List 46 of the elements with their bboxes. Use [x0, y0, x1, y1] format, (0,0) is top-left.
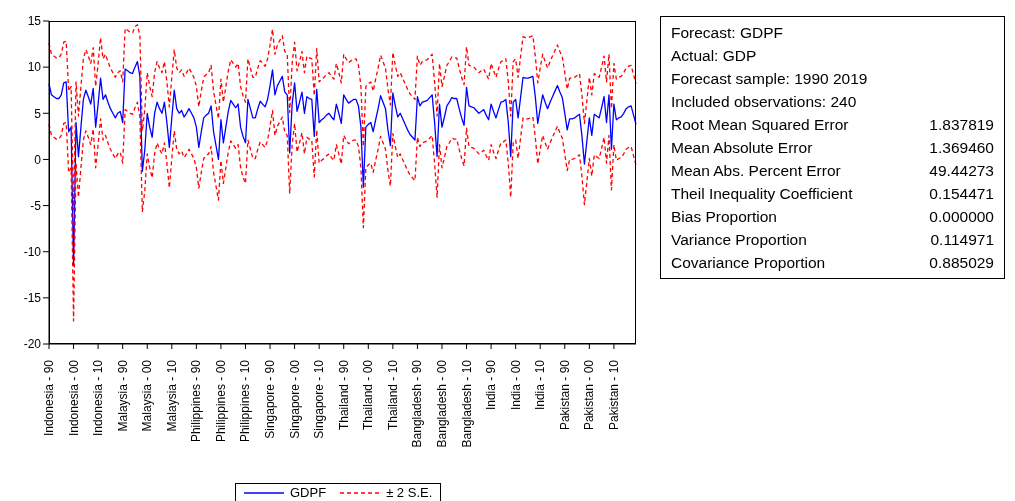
x-tick-label: Pakistan - 10 — [606, 359, 621, 431]
x-tick-label: Malaysia - 90 — [115, 359, 130, 432]
y-tick-label: -5 — [30, 198, 42, 213]
x-tick-label: Bangladesh - 10 — [459, 359, 474, 448]
x-tick-label: Philippines - 00 — [213, 359, 228, 443]
text: Theil Inequality Coefficient 0.154471 — [671, 185, 994, 202]
x-tick-label: Indonesia - 90 — [42, 359, 56, 437]
text: Forecast: GDPF — [671, 23, 784, 43]
x-tick-label: Pakistan - 90 — [557, 359, 572, 431]
x-tick-label: Bangladesh - 00 — [434, 359, 449, 448]
legend-label: ± 2 S.E. — [386, 485, 433, 500]
x-tick-label: India - 00 — [508, 359, 523, 411]
x-tick-label: Thailand - 00 — [361, 359, 376, 431]
x-tick-label: Indonesia - 10 — [91, 359, 106, 437]
x-tick-label: Thailand - 10 — [385, 359, 400, 431]
x-tick-label: Bangladesh - 90 — [410, 359, 425, 448]
y-tick-label: -20 — [23, 337, 42, 352]
text: Included observations: 240 — [671, 92, 858, 112]
x-tick-label: Philippines - 10 — [238, 359, 253, 443]
x-tick-label: Singapore - 10 — [312, 359, 327, 439]
legend-label: GDPF — [290, 485, 327, 500]
x-tick-label: Thailand - 90 — [336, 359, 351, 431]
line-series — [48, 60, 637, 267]
x-tick-label: Pakistan - 00 — [582, 359, 597, 431]
x-tick-label: Singapore - 00 — [287, 359, 302, 439]
y-tick-label: -10 — [23, 244, 42, 259]
text: Forecast sample: 1990 2019 — [671, 69, 869, 89]
y-tick-label: 5 — [34, 106, 42, 121]
x-tick-label: Singapore - 90 — [263, 359, 278, 439]
text: Covariance Proportion 0.885029 — [671, 254, 994, 271]
y-tick-label: -15 — [23, 291, 42, 306]
text: Actual: GDP — [671, 46, 758, 66]
x-tick-label: Philippines - 90 — [189, 359, 204, 443]
x-tick-label: India - 90 — [484, 359, 499, 411]
x-tick-label: India - 10 — [533, 359, 548, 411]
text: Mean Abs. Percent Error 49.44273 — [671, 162, 994, 179]
text: Bias Proportion 0.000000 — [671, 208, 994, 225]
x-tick-label: Malaysia - 00 — [140, 359, 155, 432]
y-tick-label: 10 — [27, 60, 42, 75]
y-tick-label: 0 — [34, 152, 42, 167]
x-tick-label: Malaysia - 10 — [164, 359, 179, 432]
text: Mean Absolute Error 1.369460 — [671, 139, 994, 156]
x-tick-label: Indonesia - 00 — [66, 359, 81, 437]
y-tick-label: 15 — [27, 14, 42, 29]
text: Variance Proportion 0.114971 — [671, 231, 994, 248]
text: Root Mean Squared Error 1.837819 — [671, 116, 994, 133]
